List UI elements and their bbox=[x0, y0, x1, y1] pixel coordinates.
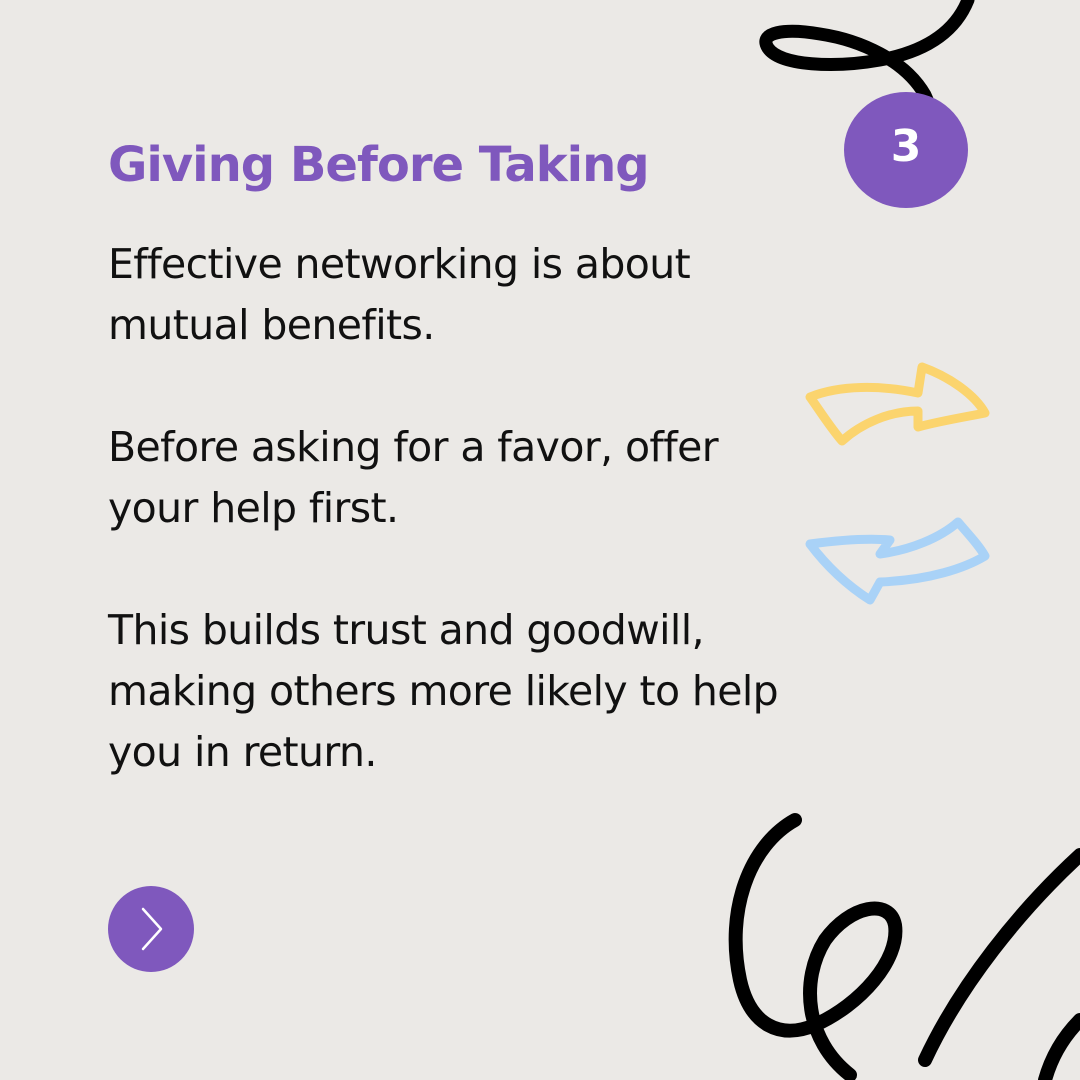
paragraph-3: This builds trust and goodwill, making o… bbox=[108, 606, 779, 776]
arrow-right-icon bbox=[805, 362, 990, 446]
body-text: Effective networking is about mutual ben… bbox=[108, 234, 868, 783]
page-number: 3 bbox=[890, 121, 922, 172]
page-number-badge: 3 bbox=[844, 92, 968, 208]
swirl-scribble-decoration bbox=[728, 813, 1080, 1080]
paragraph-1: Effective networking is about mutual ben… bbox=[108, 240, 691, 349]
chevron-right-icon bbox=[141, 907, 163, 951]
paragraph-2: Before asking for a favor, offer your he… bbox=[108, 423, 719, 532]
slide-title: Giving Before Taking bbox=[108, 137, 650, 193]
next-button[interactable] bbox=[108, 886, 194, 972]
arrow-left-icon bbox=[805, 517, 990, 605]
